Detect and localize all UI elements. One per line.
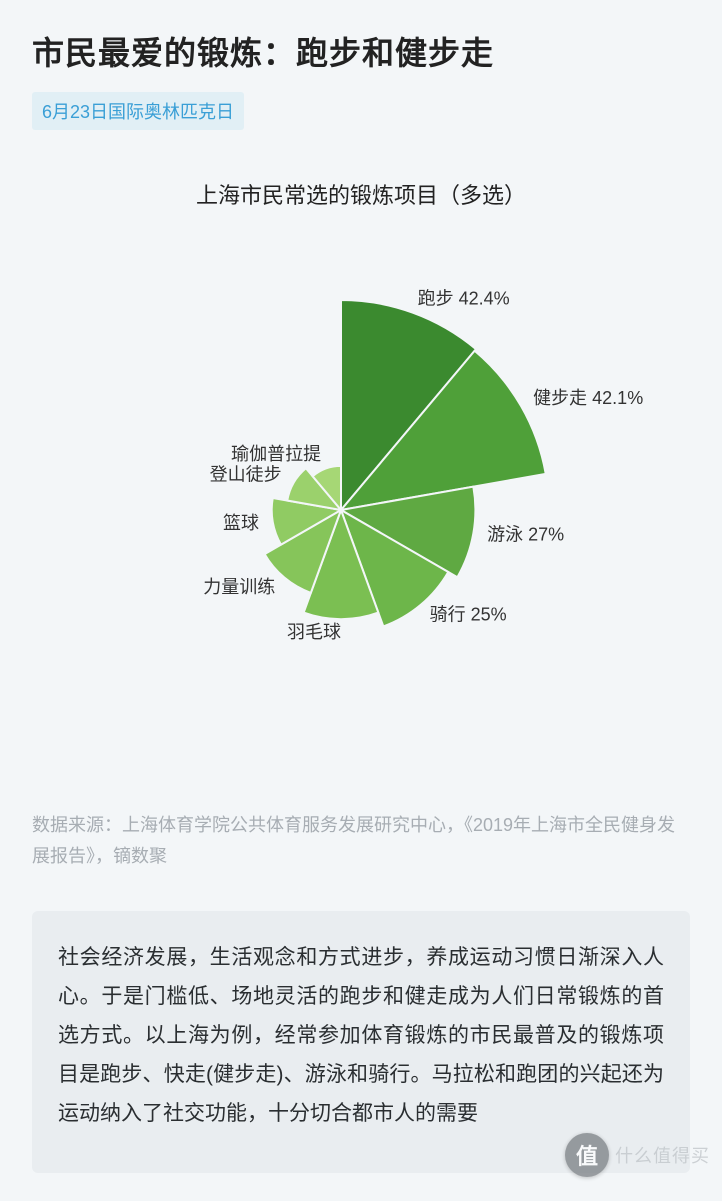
- slice-label-骑行: 骑行 25%: [430, 604, 507, 624]
- slice-label-游泳: 游泳 27%: [487, 525, 564, 545]
- watermark: 值 什么值得买: [565, 1133, 710, 1177]
- date-tag: 6月23日国际奥林匹克日: [32, 92, 244, 130]
- watermark-text: 什么值得买: [615, 1142, 710, 1168]
- watermark-badge-icon: 值: [565, 1133, 609, 1177]
- page-title: 市民最爱的锻炼：跑步和健步走: [32, 28, 690, 74]
- slice-label-羽毛球: 羽毛球: [287, 622, 341, 642]
- slice-label-瑜伽普拉提: 瑜伽普拉提: [231, 444, 321, 464]
- slice-label-跑步: 跑步 42.4%: [418, 288, 510, 308]
- slice-label-篮球: 篮球: [223, 513, 259, 533]
- article-container: 市民最爱的锻炼：跑步和健步走 6月23日国际奥林匹克日 上海市民常选的锻炼项目（…: [0, 0, 722, 1201]
- source-text: 上海体育学院公共体育服务发展研究中心，《2019年上海市全民健身发展报告》，镝数…: [32, 815, 675, 866]
- chart-title: 上海市民常选的锻炼项目（多选）: [32, 178, 690, 210]
- source-prefix: 数据来源：: [32, 815, 122, 835]
- slice-label-力量训练: 力量训练: [203, 577, 275, 597]
- slice-label-登山徒步: 登山徒步: [210, 464, 282, 484]
- slice-label-健步走: 健步走 42.1%: [533, 388, 643, 408]
- chart-wrap: 跑步 42.4% 健步走 42.1% 游泳 27% 骑行 25% 羽毛球 力量训练 篮球 登山…: [32, 230, 690, 770]
- data-source: 数据来源：上海体育学院公共体育服务发展研究中心，《2019年上海市全民健身发展报…: [32, 810, 690, 871]
- polar-area-chart: 跑步 42.4% 健步走 42.1% 游泳 27% 骑行 25% 羽毛球 力量训练 篮球 登山…: [41, 230, 681, 770]
